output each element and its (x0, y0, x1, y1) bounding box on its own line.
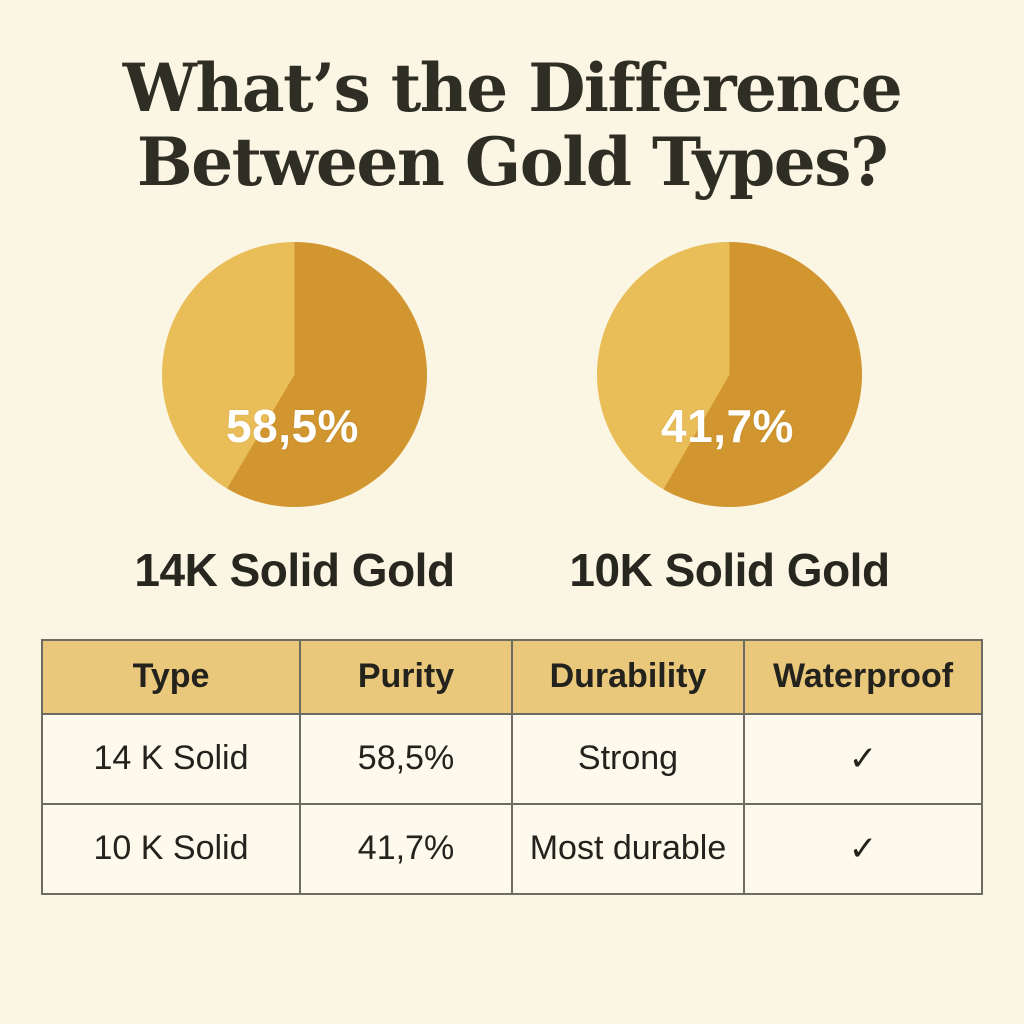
cell-purity-14k: 58,5% (299, 712, 513, 805)
comparison-table: Type Purity Durability Waterproof 14 K S… (41, 638, 983, 895)
cell-durability-14k: Strong (511, 712, 745, 805)
pie-caption-14k: 14K Solid Gold (134, 543, 455, 596)
pie-captions-row: 14K Solid Gold 10K Solid Gold (85, 543, 940, 597)
title-line-1: What’s the Difference (122, 49, 903, 127)
column-header-type: Type (41, 638, 301, 715)
table-row-14k: 14 K Solid 58,5% Strong ✓ (41, 712, 983, 805)
cell-purity-10k: 41,7% (299, 802, 513, 895)
cell-durability-10k: Most durable (511, 802, 745, 895)
pie-chart-14k-gold: 58,5% (162, 241, 427, 507)
table-row-10k: 10 K Solid 41,7% Most durable ✓ (41, 802, 983, 895)
pie-figure-10k: 41,7% (520, 241, 940, 507)
pie-charts-row: 58,5% 41,7% (85, 241, 940, 507)
page-title: What’s the Difference Between Gold Types… (0, 0, 1024, 200)
title-line-2: Between Gold Types? (136, 122, 889, 201)
table-header-row: Type Purity Durability Waterproof (41, 638, 983, 715)
pie-percentage-label-10k: 41,7% (661, 400, 794, 453)
check-icon: ✓ (743, 712, 983, 805)
pie-percentage-label-14k: 58,5% (226, 400, 359, 453)
cell-type-10k: 10 K Solid (41, 802, 301, 895)
pie-caption-10k: 10K Solid Gold (569, 543, 890, 596)
pie-chart-10k-gold: 41,7% (597, 241, 862, 507)
cell-type-14k: 14 K Solid (41, 712, 301, 805)
pie-figure-14k: 58,5% (85, 241, 505, 507)
column-header-waterproof: Waterproof (743, 638, 983, 715)
column-header-durability: Durability (511, 638, 745, 715)
column-header-purity: Purity (299, 638, 513, 715)
check-icon: ✓ (743, 802, 983, 895)
